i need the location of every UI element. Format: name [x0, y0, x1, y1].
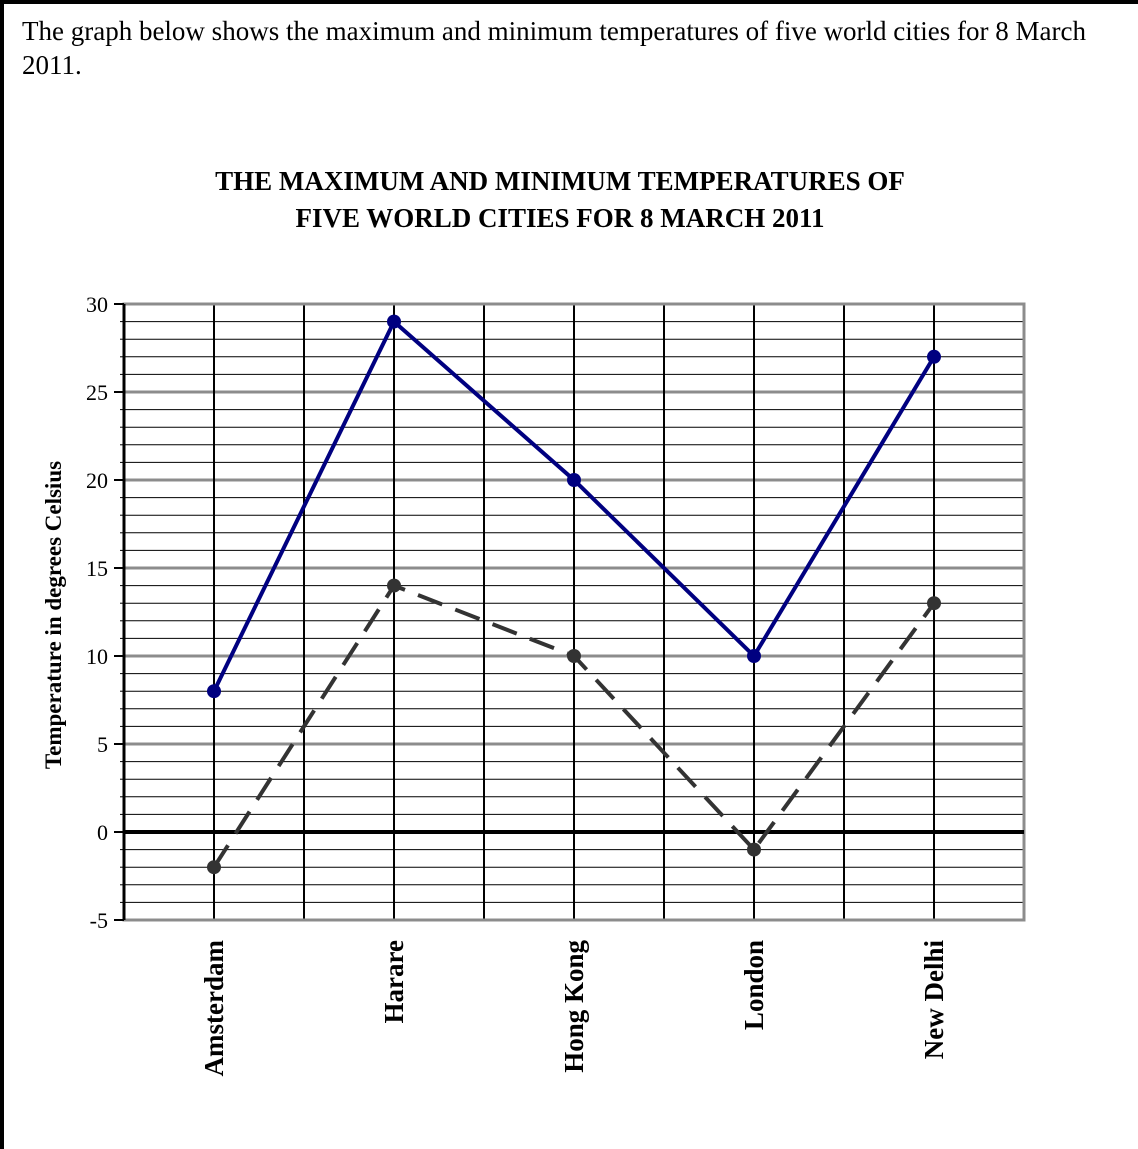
y-tick-label: 30 [86, 292, 108, 317]
series-1-point [387, 315, 401, 329]
y-tick-label: 0 [97, 820, 108, 845]
series-1-point [207, 684, 221, 698]
series-2-point [567, 649, 581, 663]
series-1-point [567, 473, 581, 487]
plot-area: -5 0 5 10 15 20 25 30 Amsterdam Harare Hong Kong Lo… [86, 292, 1024, 1076]
y-tick-label: -5 [90, 908, 108, 933]
x-tick-label: London [739, 940, 769, 1030]
y-tick-label: 20 [86, 468, 108, 493]
series-2-point [207, 860, 221, 874]
y-tick-label: 15 [86, 556, 108, 581]
series-1-point [747, 649, 761, 663]
chart-subtitle: FIVE WORLD CITIES FOR 8 MARCH 2011 [295, 203, 824, 233]
series-2-point [747, 843, 761, 857]
y-tick-label: 25 [86, 380, 108, 405]
series-2-point [387, 579, 401, 593]
chart-title: THE MAXIMUM AND MINIMUM TEMPERATURES OF [215, 166, 905, 196]
x-tick-label: New Delhi [919, 940, 949, 1060]
x-tick-label: Amsterdam [199, 939, 229, 1076]
y-tick-label: 5 [97, 732, 108, 757]
series-2-point [927, 596, 941, 610]
series-1-point [927, 350, 941, 364]
y-axis-label: Temperature in degrees Celsius [41, 461, 66, 769]
y-tick-label: 10 [86, 644, 108, 669]
x-tick-label: Harare [379, 940, 409, 1023]
x-tick-label: Hong Kong [559, 940, 589, 1073]
